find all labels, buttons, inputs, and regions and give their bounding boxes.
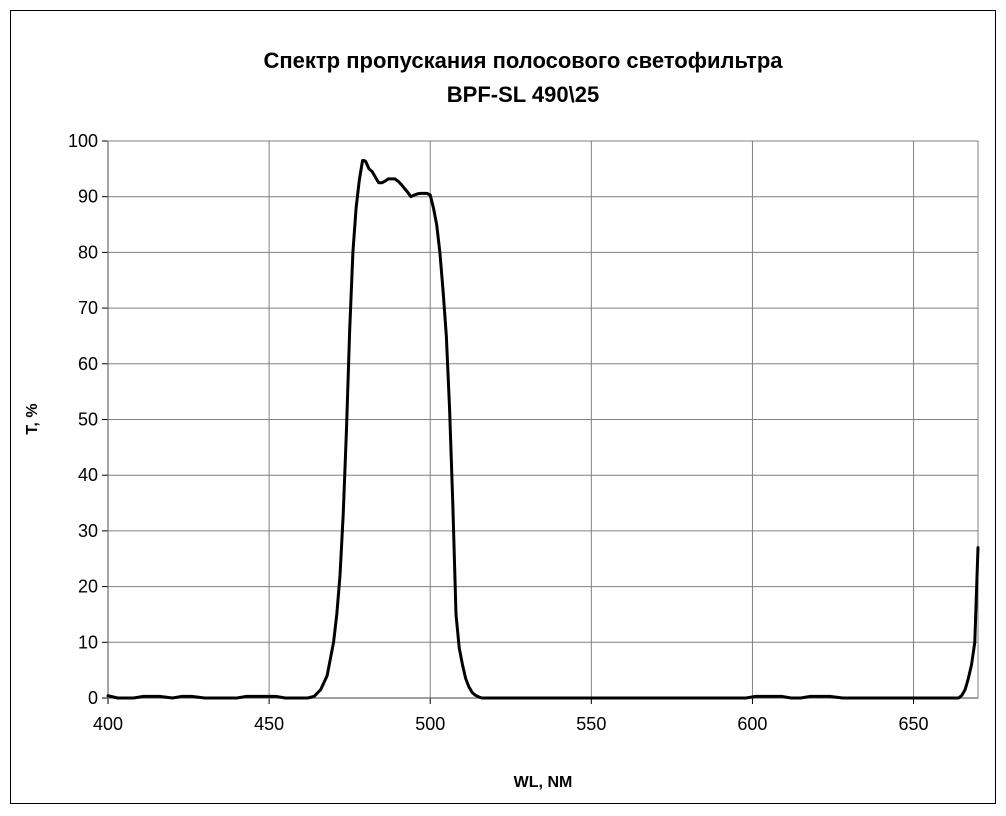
- x-tick-label: 550: [576, 714, 606, 734]
- y-tick-label: 10: [78, 632, 98, 652]
- x-axis-label: WL, NM: [514, 774, 573, 791]
- grid-lines: [108, 141, 978, 698]
- transmission-chart: Спектр пропускания полосового светофильт…: [24, 48, 980, 791]
- transmission-series-line: [106, 159, 980, 700]
- y-tick-label: 0: [88, 688, 98, 708]
- y-tick-label: 60: [78, 354, 98, 374]
- y-axis-label: T, %: [24, 403, 41, 434]
- x-tick-label: 400: [93, 714, 123, 734]
- chart-subtitle: BPF-SL 490\25: [447, 82, 599, 107]
- y-tick-label: 80: [78, 242, 98, 262]
- x-tick-label: 450: [254, 714, 284, 734]
- y-tick-label: 40: [78, 465, 98, 485]
- axis-ticks: 0 10 20 30 40 50 60 70 80 90 100 400 450 500 550 600 650: [68, 131, 978, 734]
- chart-title: Спектр пропускания полосового светофильт…: [263, 48, 783, 73]
- x-tick-label: 650: [899, 714, 929, 734]
- x-tick-label: 600: [737, 714, 767, 734]
- y-tick-label: 90: [78, 187, 98, 207]
- y-tick-label: 30: [78, 521, 98, 541]
- y-tick-label: 50: [78, 410, 98, 430]
- y-tick-label: 100: [68, 131, 98, 151]
- y-tick-label: 20: [78, 577, 98, 597]
- y-tick-label: 70: [78, 298, 98, 318]
- chart-frame: Спектр пропускания полосового светофильт…: [10, 10, 996, 804]
- series-layer: [106, 159, 980, 700]
- x-tick-label: 500: [415, 714, 445, 734]
